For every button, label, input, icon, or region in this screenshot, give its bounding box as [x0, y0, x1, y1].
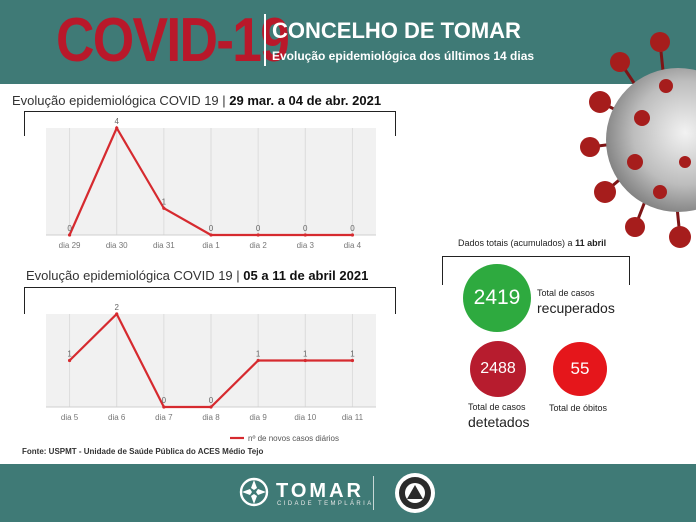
chart2-plot: 1 2 0 0 1 1 1 dia 5 dia 6 dia 7 dia 8 dia 9 dia 10 di… [46, 303, 376, 443]
covid19-logo-text: COVID-19 [56, 6, 290, 75]
footer-tagline: CIDADE TEMPLÁRIA [277, 501, 374, 507]
detected-label-big: detetados [468, 414, 530, 430]
source-note: Fonte: USPMT - Unidade de Saúde Pública … [22, 447, 264, 456]
chart1-tick-label: dia 29 [59, 241, 81, 250]
chart1-tick-label: dia 3 [297, 241, 315, 250]
chart2-title: Evolução epidemiológica COVID 19 | 05 a … [26, 268, 369, 283]
chart1-frame [24, 111, 396, 136]
chart1-data-label: 1 [162, 197, 167, 206]
chart2-tick-label: dia 5 [61, 413, 79, 422]
chart2-point [209, 405, 213, 409]
chart1-data-label: 0 [303, 224, 308, 233]
detected-label-small: Total de casos [468, 402, 526, 412]
chart2-point [256, 358, 260, 363]
header-banner [0, 0, 696, 84]
chart1-point [115, 126, 119, 130]
chart1-data-label: 4 [114, 117, 119, 126]
chart1-tick-label: dia 30 [106, 241, 128, 250]
chart1-point [303, 233, 307, 237]
chart1-tick-label: dia 1 [202, 241, 220, 250]
chart2-legend-label: nº de novos casos diários [248, 434, 339, 443]
chart2-point [115, 312, 119, 316]
civil-protection-emblem-icon [395, 473, 435, 513]
chart2-tick-label: dia 6 [108, 413, 126, 422]
chart1-point [256, 233, 260, 237]
templar-cross-icon [239, 477, 269, 507]
totals-bracket [442, 256, 630, 285]
chart1-tick-label: dia 2 [249, 241, 267, 250]
chart2-tick-label: dia 8 [202, 413, 220, 422]
chart1-plot: 0 4 1 0 0 0 0 dia 29 dia 30 dia 31 dia 1 dia 2 dia 3… [46, 117, 376, 250]
chart1-point [350, 233, 355, 237]
chart2-data-label: 2 [114, 303, 119, 312]
footer-brand: TOMAR [276, 480, 364, 502]
recovered-circle: 2419 [463, 264, 531, 332]
chart2-data-label: 1 [303, 350, 308, 359]
chart1-point [67, 233, 72, 237]
chart1-title: Evolução epidemiológica COVID 19 | 29 ma… [12, 93, 382, 108]
chart2-data-label: 1 [350, 350, 355, 359]
chart1-point [162, 206, 166, 210]
deaths-circle: 55 [553, 342, 607, 396]
deaths-label: Total de óbitos [549, 403, 608, 413]
chart2-tick-label: dia 11 [342, 413, 364, 422]
chart2-tick-label: dia 7 [155, 413, 173, 422]
chart2-point [303, 358, 307, 363]
chart2-point [162, 405, 166, 409]
recovered-label-small: Total de casos [537, 288, 595, 298]
recovered-label-big: recuperados [537, 300, 615, 316]
recovered-value: 2419 [473, 286, 521, 309]
detected-value: 2488 [480, 360, 516, 377]
chart1-data-label: 0 [350, 224, 355, 233]
chart1-point [209, 233, 213, 237]
chart2-data-label: 1 [256, 350, 261, 359]
chart2-tick-label: dia 10 [294, 413, 316, 422]
chart2-tick-label: dia 9 [249, 413, 267, 422]
page-subtitle: Evolução epidemiológica dos úlltimos 14 … [272, 49, 535, 63]
page-title: CONCELHO DE TOMAR [272, 18, 521, 43]
coronavirus-icon [580, 32, 696, 248]
chart2-data-label: 1 [67, 350, 72, 359]
chart2-data-label: 0 [209, 396, 214, 405]
footer-separator [373, 476, 374, 510]
totals-heading: Dados totais (acumulados) a 11 abril [458, 238, 607, 248]
chart2-frame [24, 287, 396, 314]
chart2-point [67, 358, 72, 363]
chart2-point [350, 358, 355, 363]
chart1-data-label: 0 [209, 224, 214, 233]
chart1-data-label: 0 [67, 224, 72, 233]
chart2-data-label: 0 [162, 396, 167, 405]
chart1-tick-label: dia 31 [153, 241, 175, 250]
header-divider [264, 14, 266, 66]
deaths-value: 55 [570, 359, 590, 378]
footer-banner [0, 464, 696, 522]
chart1-data-label: 0 [256, 224, 261, 233]
chart1-tick-label: dia 4 [344, 241, 362, 250]
detected-circle: 2488 [470, 341, 526, 397]
